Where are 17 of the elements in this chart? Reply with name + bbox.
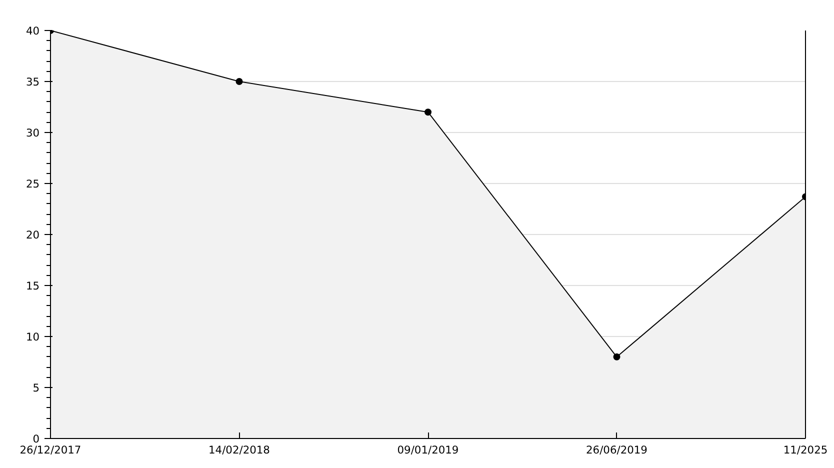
x-tick-label: 26/06/2019 — [586, 444, 648, 456]
y-tick-label: 30 — [26, 126, 40, 140]
y-tick-label: 35 — [26, 76, 40, 88]
y-tick-label: 25 — [26, 178, 40, 190]
point — [613, 353, 620, 360]
x-tick-label: 09/01/2019 — [397, 444, 459, 456]
y-tick-label: 0 — [32, 432, 40, 446]
point — [236, 78, 243, 85]
y-tick-label: 10 — [26, 330, 40, 344]
x-tick-label: 11/2025 — [783, 444, 828, 456]
y-tick-label: 40 — [26, 24, 40, 38]
x-tick-label: 26/12/2017 — [20, 444, 82, 456]
y-tick-label: 15 — [26, 280, 40, 292]
x-tick-label: 14/02/2018 — [208, 444, 270, 456]
y-tick-label: 20 — [26, 228, 40, 242]
point — [424, 108, 432, 116]
y-tick-label: 5 — [32, 382, 40, 394]
